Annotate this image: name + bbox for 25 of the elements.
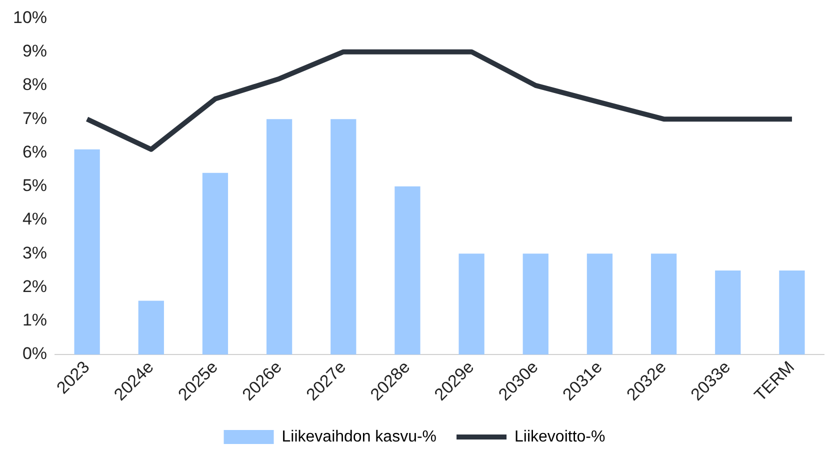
bar xyxy=(394,186,420,355)
bar xyxy=(138,300,164,355)
bar xyxy=(715,270,741,355)
y-tick-label: 0% xyxy=(22,344,48,364)
y-tick-label: 1% xyxy=(22,310,48,330)
y-tick-label: 2% xyxy=(22,276,48,296)
legend-label: Liikevaihdon kasvu-% xyxy=(282,428,437,446)
bar xyxy=(458,254,484,355)
bar xyxy=(779,270,805,355)
bar xyxy=(522,254,548,355)
y-tick-label: 6% xyxy=(22,142,48,162)
y-tick-label: 8% xyxy=(22,75,48,94)
bar xyxy=(650,254,677,355)
y-tick-label: 3% xyxy=(22,243,48,262)
y-tick-label: 9% xyxy=(22,42,48,61)
bar xyxy=(266,119,292,355)
y-tick-label: 5% xyxy=(22,176,48,196)
y-tick-label: 4% xyxy=(22,210,48,229)
bar xyxy=(330,119,356,355)
bar xyxy=(586,254,613,355)
bar xyxy=(74,149,100,355)
bar xyxy=(202,172,228,355)
y-tick-label: 10% xyxy=(12,8,48,27)
y-tick-label: 7% xyxy=(22,108,48,128)
legend-label: Liikevoitto-% xyxy=(514,428,606,446)
